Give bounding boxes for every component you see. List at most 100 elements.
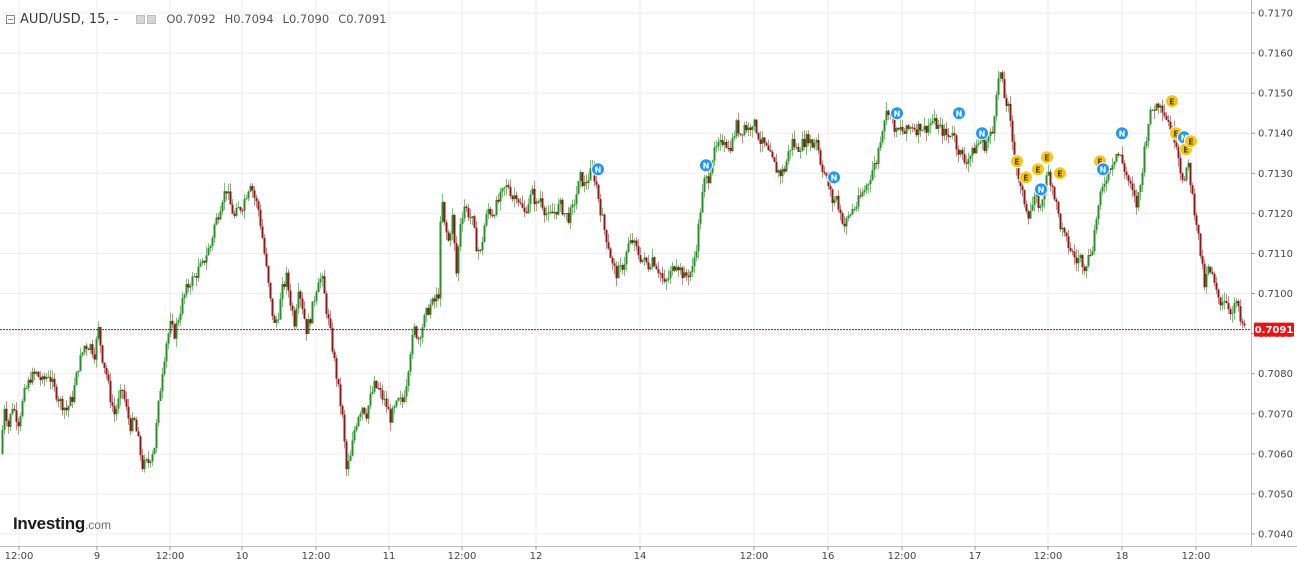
candle-body	[465, 206, 468, 208]
legend-settings-icons[interactable]	[136, 14, 158, 24]
candle-body	[1099, 191, 1102, 206]
event-badge[interactable]	[890, 106, 904, 121]
candle-body	[149, 461, 152, 463]
eye-icon[interactable]	[136, 14, 146, 24]
candle-body	[609, 248, 612, 258]
news-event-marker[interactable]: N	[890, 106, 904, 121]
candle-body	[899, 126, 902, 130]
candle-body	[67, 406, 70, 411]
candle-body	[1073, 251, 1076, 258]
candle-body	[119, 389, 122, 399]
candle-body	[297, 291, 300, 309]
news-event-marker[interactable]: N	[591, 162, 605, 177]
candle-body	[423, 315, 426, 328]
event-badge[interactable]	[1053, 166, 1067, 181]
candle-body	[845, 217, 848, 227]
news-event-marker[interactable]: N	[1115, 126, 1129, 141]
candle-body	[131, 417, 134, 432]
economic-event-marker[interactable]: E	[1040, 150, 1054, 165]
news-event-marker[interactable]: N	[827, 170, 841, 185]
collapse-icon[interactable]	[6, 14, 15, 24]
candle-body	[1039, 206, 1042, 208]
candle-body	[643, 257, 646, 260]
event-badge[interactable]	[1010, 154, 1024, 169]
news-event-marker[interactable]: N	[1034, 182, 1048, 197]
candle-body	[151, 454, 154, 462]
event-badge[interactable]	[1019, 170, 1033, 185]
economic-event-marker[interactable]: E	[1010, 154, 1024, 169]
y-tick-label: 0.7050	[1258, 489, 1293, 500]
candle-body	[867, 183, 870, 185]
candle-body	[467, 207, 470, 218]
candle-body	[291, 305, 294, 311]
candle-body	[207, 248, 210, 256]
candle-body	[937, 124, 940, 129]
news-event-marker[interactable]: N	[975, 126, 989, 141]
candle-body	[1199, 233, 1202, 257]
candle-body	[537, 201, 540, 203]
candle-body	[973, 147, 976, 154]
candle-body	[333, 351, 336, 359]
event-badge[interactable]	[1184, 134, 1198, 149]
candle-body	[639, 255, 642, 262]
event-badge-label: N	[1119, 129, 1126, 138]
candle-body	[835, 195, 838, 200]
event-badge-label: E	[1169, 97, 1174, 106]
candle-body	[481, 241, 484, 251]
investing-logo: Investing.com	[13, 514, 111, 534]
event-badge[interactable]	[952, 106, 966, 121]
event-badge[interactable]	[1031, 162, 1045, 177]
candle-body	[393, 406, 396, 408]
candle-body	[1009, 103, 1012, 121]
y-tick-label: 0.7160	[1258, 49, 1293, 60]
economic-event-marker[interactable]: E	[1184, 134, 1198, 149]
economic-event-marker[interactable]: E	[1031, 162, 1045, 177]
event-badge[interactable]	[1096, 162, 1110, 177]
candle-body	[1155, 103, 1158, 111]
candle-body	[71, 396, 74, 402]
candle-body	[1219, 297, 1222, 306]
candle-body	[495, 199, 498, 216]
time-axis[interactable]: 12:00 9 12:00 10 12:00 11 12:00 12 14 12:00 16 12:0…	[5, 546, 1211, 562]
event-badge[interactable]	[699, 158, 713, 173]
candle-body	[1215, 282, 1218, 290]
candle-body	[1059, 213, 1062, 230]
economic-event-marker[interactable]: E	[1053, 166, 1067, 181]
candle-body	[9, 413, 12, 427]
event-badge[interactable]	[1115, 126, 1129, 141]
candle-body	[79, 355, 82, 371]
price-axis[interactable]: 0.7170 0.7160 0.7150 0.7140 0.7130 0.7120 0.71…	[1251, 9, 1293, 541]
news-event-marker[interactable]: N	[952, 106, 966, 121]
candle-body	[947, 134, 950, 137]
candle-body	[735, 120, 738, 137]
event-badge[interactable]	[591, 162, 605, 177]
event-badge[interactable]	[1165, 94, 1179, 109]
gear-icon[interactable]	[147, 14, 157, 24]
candle-body	[637, 246, 640, 256]
candle-body	[171, 320, 174, 325]
event-badge[interactable]	[1040, 150, 1054, 165]
candle-body	[3, 408, 6, 430]
event-badge[interactable]	[827, 170, 841, 185]
event-badge[interactable]	[975, 126, 989, 141]
candle-body	[251, 185, 254, 191]
news-event-marker[interactable]: N	[1096, 162, 1110, 177]
candle-body	[861, 192, 864, 197]
candle-body	[195, 276, 198, 278]
candle-body	[955, 135, 958, 150]
candle-body	[403, 396, 406, 403]
candle-body	[285, 272, 288, 287]
economic-event-marker[interactable]: E	[1019, 170, 1033, 185]
candle-body	[137, 431, 140, 437]
candle-body	[1179, 158, 1182, 174]
news-event-marker[interactable]: N	[699, 158, 713, 173]
economic-event-marker[interactable]: E	[1165, 94, 1179, 109]
symbol-label[interactable]: AUD/USD, 15, -	[20, 11, 119, 27]
event-badge[interactable]	[1034, 182, 1048, 197]
candle-body	[741, 134, 744, 136]
candle-body	[277, 319, 280, 321]
candle-body	[1107, 168, 1110, 181]
